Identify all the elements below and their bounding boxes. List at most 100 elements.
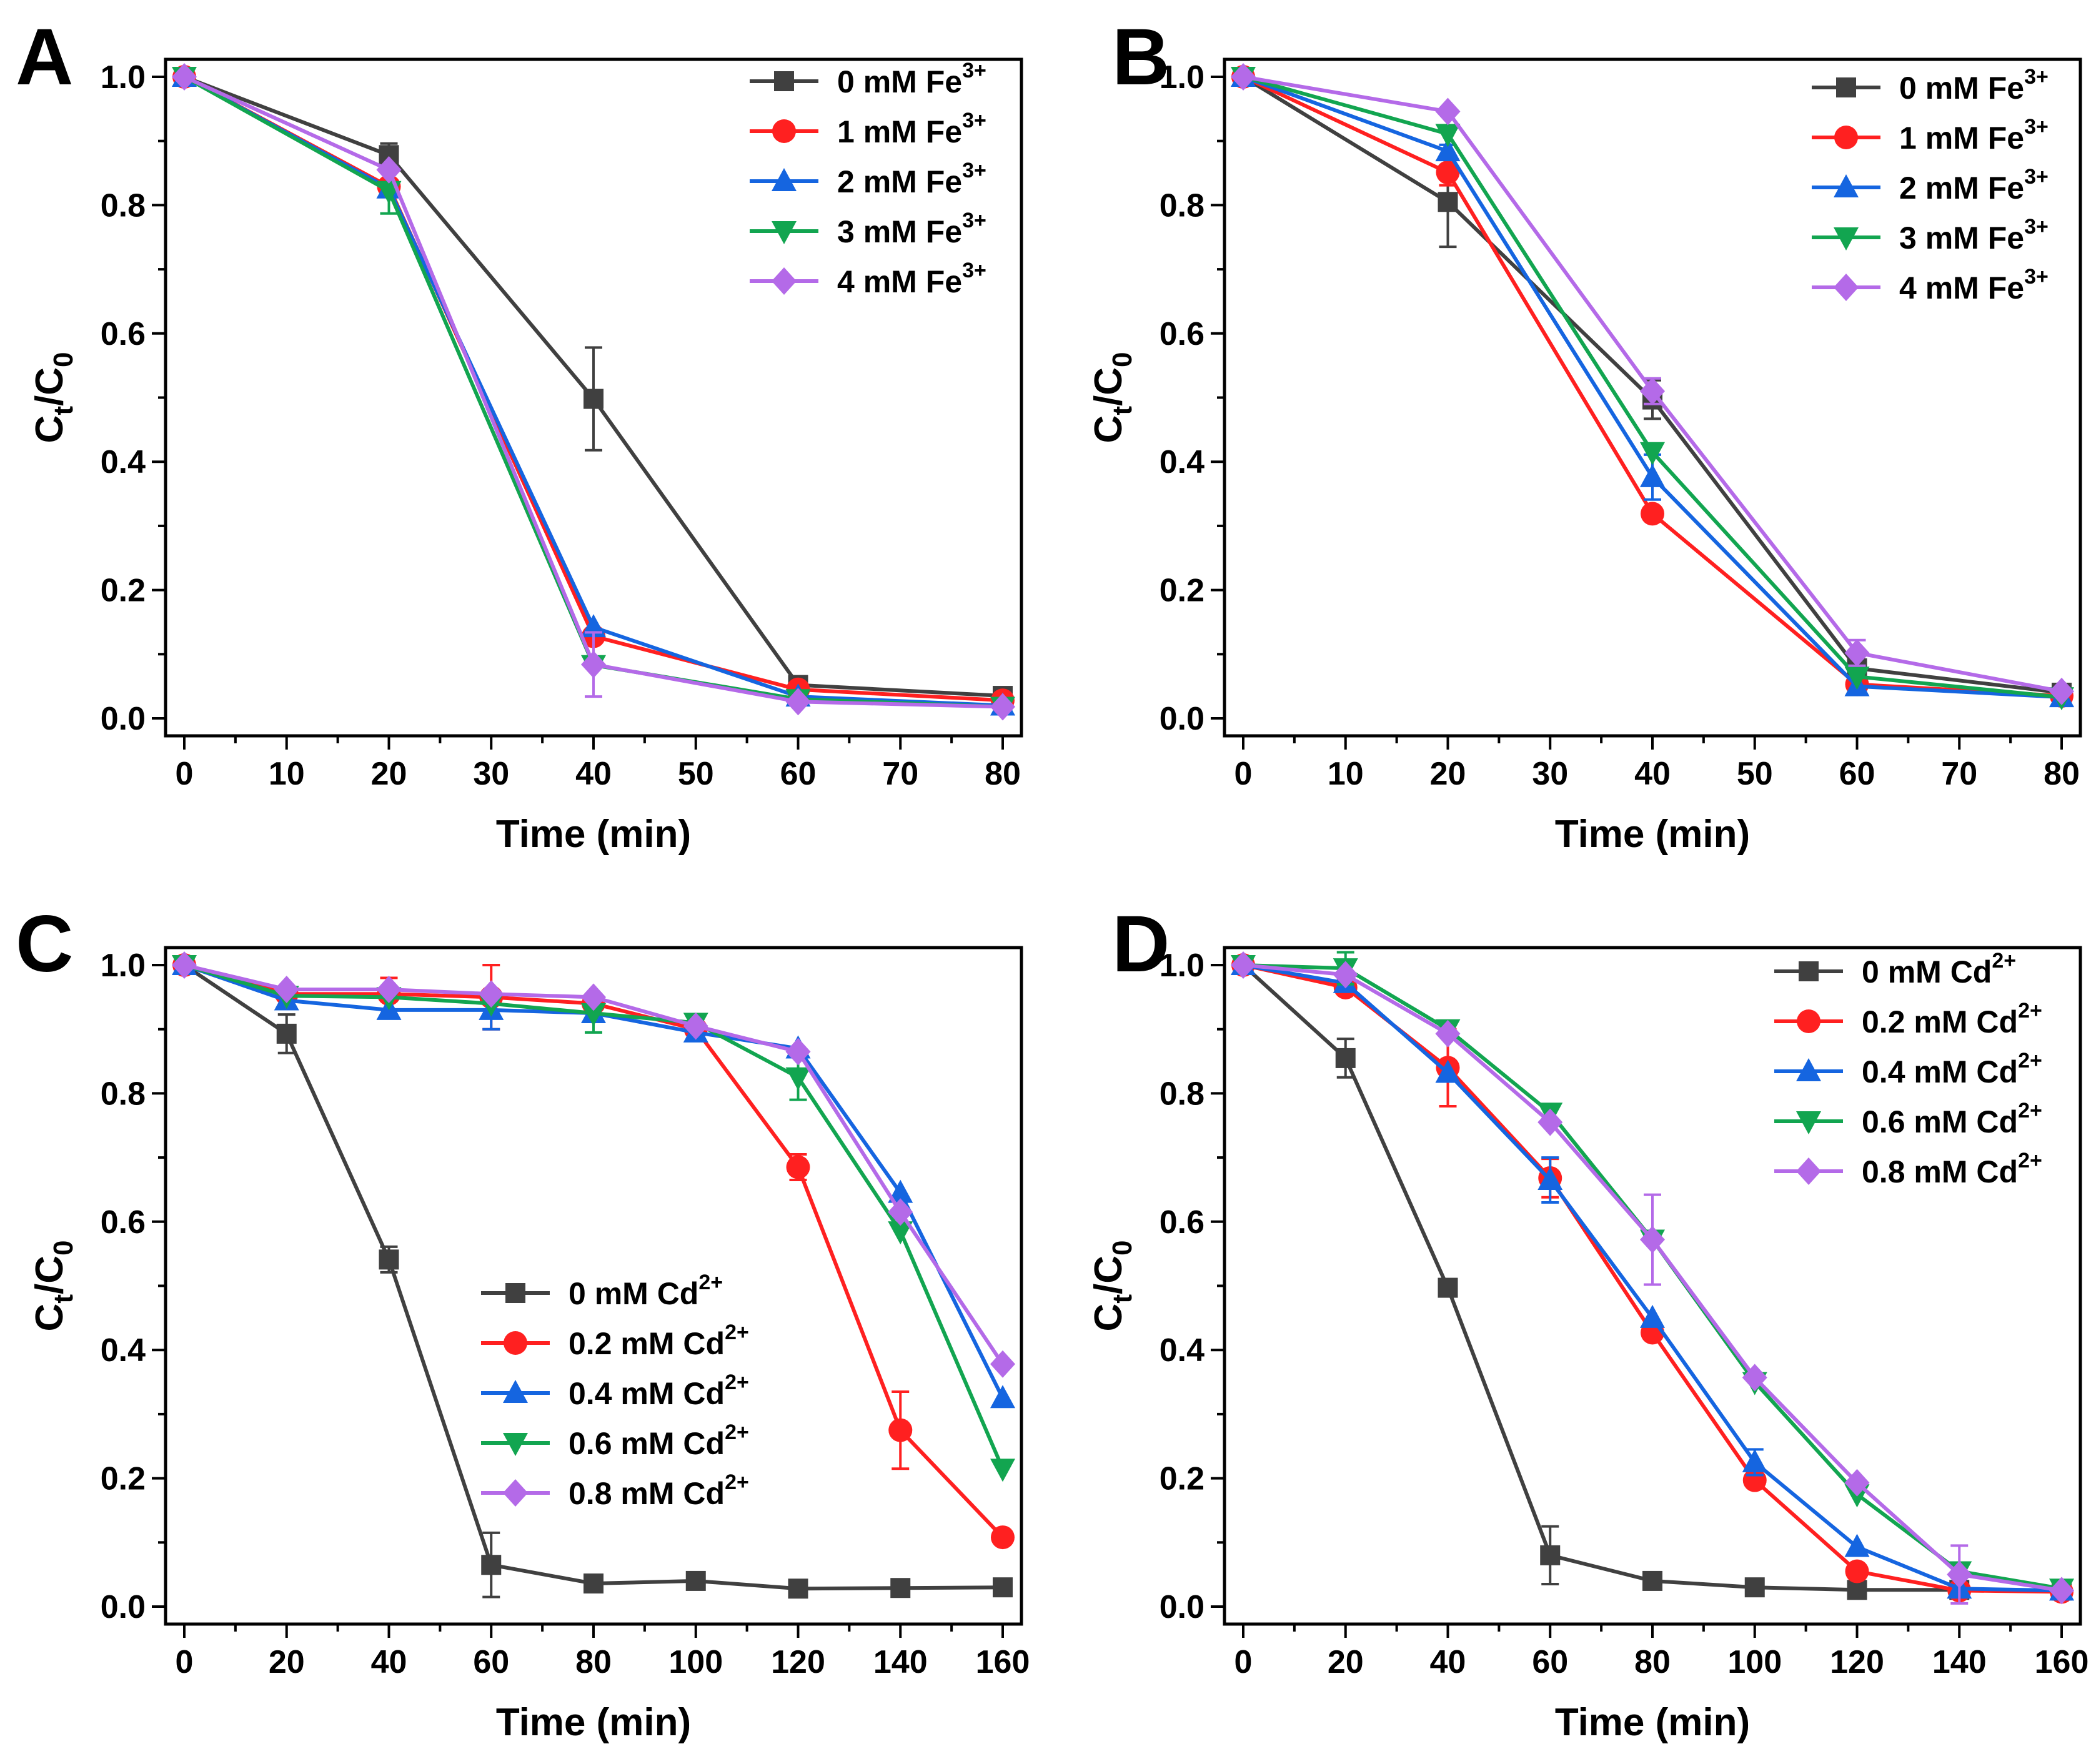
x-tick-label: 0 [1234,1644,1253,1680]
x-tick-label: 140 [873,1644,928,1680]
panel-d: 0 20 40 60 80 100 120 140 160 0.0 0.2 0.4 0.6 0.8 1.0 T… [1087,899,2089,1744]
x-tick-label: 40 [371,1644,407,1680]
y-axis-title-part: 0 [48,352,79,367]
y-tick-label: 0.2 [1160,573,1204,609]
legend-superscript: 3+ [2024,165,2049,189]
data-point [785,1067,811,1091]
x-tick-label: 10 [1328,756,1364,792]
data-point [172,63,197,91]
data-point [890,1578,911,1598]
x-axis-title: Time (min) [1555,813,1750,856]
y-tick-label: 0.2 [101,1461,146,1497]
legend-entry: 0.4 mM Cd2+ [1774,1049,2042,1089]
legend-marker [1834,227,1859,250]
y-tick-label: 0.6 [1160,316,1204,352]
legend-marker [503,1433,528,1456]
legend-marker [1834,174,1859,197]
legend-name: 2 mM Fe [837,164,962,199]
legend-marker [774,71,794,91]
legend-entry: 3 mM Fe3+ [1812,215,2049,255]
data-point [1231,951,1256,979]
legend-superscript: 3+ [962,59,986,82]
data-point [1435,124,1461,147]
legend-label: 0.6 mM Cd2+ [569,1420,749,1461]
data-point [379,1249,399,1270]
x-tick-label: 80 [985,756,1021,792]
y-axis-title-part: 0 [1107,352,1138,367]
legend-entry: 0.6 mM Cd2+ [481,1420,749,1461]
y-tick-label: 0.6 [1160,1204,1204,1241]
legend-label: 0.8 mM Cd2+ [569,1470,749,1511]
legend-marker [1836,77,1856,97]
legend-label: 3 mM Fe3+ [1899,215,2049,255]
data-point [1844,666,1870,690]
x-axis-title: Time (min) [496,813,691,856]
data-point [685,1570,706,1591]
y-axis-title-part: 0 [48,1241,79,1256]
x-tick-label: 120 [1830,1644,1884,1680]
legend-name: 0 mM Cd [1862,954,1992,989]
data-point [785,1038,811,1066]
data-point [1333,961,1358,989]
x-tick-label: 60 [473,1644,509,1680]
legend-marker [505,1283,525,1303]
legend-entry: 3 mM Fe3+ [750,209,986,249]
data-point [1640,1226,1665,1254]
legend-name: 0 mM Fe [1899,71,2024,106]
legend-name: 3 mM Fe [1899,220,2024,255]
data-point [1742,1449,1767,1472]
data-point [888,1198,913,1226]
legend-entry: 2 mM Fe3+ [750,159,986,199]
x-axis-title: Time (min) [496,1701,691,1744]
legend-name: 4 mM Fe [837,264,962,299]
data-point [1537,1167,1563,1191]
data-point [683,1012,708,1040]
data-point [1435,1019,1461,1048]
legend-label: 2 mM Fe3+ [1899,165,2049,206]
data-point [1641,502,1664,526]
x-tick-label: 100 [1727,1644,1782,1680]
legend-label: 0.4 mM Cd2+ [569,1370,749,1411]
y-tick-label: 0.4 [1160,1332,1204,1369]
data-point [1947,1560,1972,1588]
data-point [1640,442,1665,465]
y-axis-title: Ct/C0 [28,352,79,443]
y-tick-label: 0.8 [101,1076,146,1112]
panel-letter: D [1112,899,1170,989]
x-tick-label: 30 [473,756,509,792]
data-point [1540,1545,1561,1565]
legend-entry: 2 mM Fe3+ [1812,165,2049,206]
data-point [481,1555,502,1575]
data-point [2049,1577,2074,1605]
legend-name: 3 mM Fe [837,214,962,249]
y-axis-title-part: t [48,1294,79,1304]
y-axis-title-part: C [28,415,71,443]
data-point [1435,1059,1461,1083]
legend-superscript: 2+ [725,1470,749,1494]
data-point [1435,138,1461,162]
data-point [1435,97,1461,126]
y-axis-title-part: t [1107,406,1138,415]
data-point [1436,161,1460,185]
y-tick-label: 0.6 [101,1204,146,1241]
legend-marker [1797,1009,1820,1033]
x-tick-label: 40 [575,756,612,792]
y-tick-label: 0.8 [1160,187,1204,224]
data-point [172,951,197,979]
legend-marker [1799,961,1819,981]
y-tick-label: 0.6 [101,316,146,352]
series-4 [1231,951,2074,1605]
x-tick-label: 60 [780,756,817,792]
series-0 [174,955,1013,1599]
data-point [993,1577,1013,1598]
x-tick-label: 20 [1328,1644,1364,1680]
y-axis-title-part: /C [28,367,71,406]
data-point [991,1525,1015,1550]
y-axis-title: Ct/C0 [1087,352,1138,443]
y-axis-title-part: 0 [1107,1241,1138,1256]
legend-label: 3 mM Fe3+ [837,209,986,249]
x-tick-label: 160 [976,1644,1030,1680]
panel-a: 0 10 20 30 40 50 60 70 80 0.0 0.2 0.4 0.6 0.8 1.0 Time … [16,12,1023,856]
legend-entry: 0.2 mM Cd2+ [1774,999,2042,1039]
legend-marker [1834,126,1858,149]
